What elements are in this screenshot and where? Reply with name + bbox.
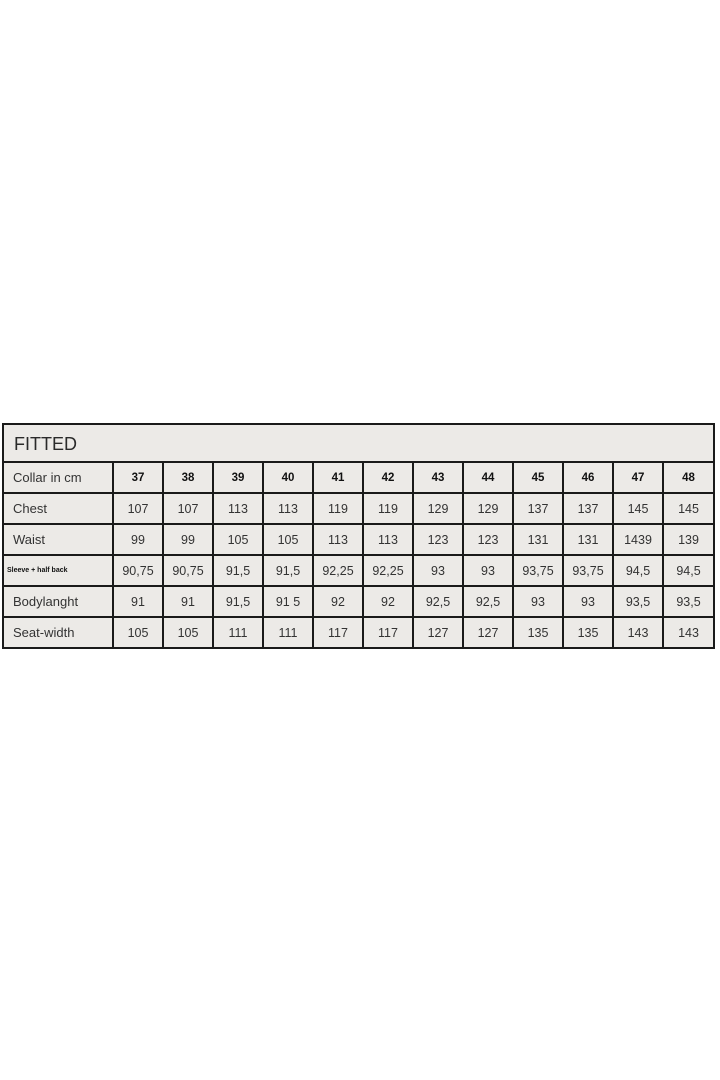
table-cell: 93 [512, 585, 564, 618]
table-cell: 139 [662, 523, 713, 556]
table-cell: 105 [112, 616, 164, 647]
table-cell: 91 [112, 585, 164, 618]
table-cell: 107 [162, 492, 214, 525]
table-cell: 135 [562, 616, 614, 647]
table-cell: 91 [162, 585, 214, 618]
table-cell: 105 [212, 523, 264, 556]
table-cell: 143 [662, 616, 713, 647]
table-cell: 41 [312, 463, 364, 494]
table-cell: 91 5 [262, 585, 314, 618]
table-cell: 129 [412, 492, 464, 525]
table-cell: 42 [362, 463, 414, 494]
row-label: Collar in cm [4, 463, 114, 494]
chart-title: FITTED [4, 425, 713, 463]
table-cell: 119 [362, 492, 414, 525]
table-cell: 45 [512, 463, 564, 494]
table-row: Chest 107 107 113 113 119 119 129 129 137 137 145 14… [4, 492, 713, 525]
table-cell: 93,75 [512, 554, 564, 587]
row-label: Chest [4, 492, 114, 525]
table-cell: 113 [262, 492, 314, 525]
table-cell: 46 [562, 463, 614, 494]
table-cell: 91,5 [212, 554, 264, 587]
table-cell: 91,5 [212, 585, 264, 618]
table-cell: 93,75 [562, 554, 614, 587]
table-cell: 113 [212, 492, 264, 525]
header-row: Collar in cm 37 38 39 40 41 42 43 44 45 46 47 48 [4, 463, 713, 494]
table-cell: 93 [462, 554, 514, 587]
table-cell: 137 [562, 492, 614, 525]
table-cell: 90,75 [112, 554, 164, 587]
table-cell: 92,5 [412, 585, 464, 618]
table-cell: 40 [262, 463, 314, 494]
table-cell: 47 [612, 463, 664, 494]
table-cell: 92 [362, 585, 414, 618]
row-label: Waist [4, 523, 114, 556]
table-cell: 90,75 [162, 554, 214, 587]
table-cell: 117 [312, 616, 364, 647]
table-cell: 143 [612, 616, 664, 647]
table-cell: 145 [662, 492, 713, 525]
table-cell: 92,25 [312, 554, 364, 587]
table-cell: 38 [162, 463, 214, 494]
table-cell: 111 [262, 616, 314, 647]
table-cell: 131 [512, 523, 564, 556]
table-cell: 131 [562, 523, 614, 556]
table-cell: 37 [112, 463, 164, 494]
table-cell: 93,5 [662, 585, 713, 618]
table-cell: 145 [612, 492, 664, 525]
row-label: Sleeve + half back [4, 554, 114, 587]
table-cell: 93 [562, 585, 614, 618]
table-row: Bodylanght 91 91 91,5 91 5 92 92 92,5 92,5 93 93 93… [4, 585, 713, 618]
table-cell: 39 [212, 463, 264, 494]
table-cell: 135 [512, 616, 564, 647]
table-cell: 94,5 [662, 554, 713, 587]
table-cell: 99 [112, 523, 164, 556]
table-cell: 137 [512, 492, 564, 525]
table-row: Seat-width 105 105 111 111 117 117 127 127 135 135… [4, 616, 713, 647]
table-cell: 43 [412, 463, 464, 494]
table-cell: 123 [412, 523, 464, 556]
table-cell: 92 [312, 585, 364, 618]
table-cell: 113 [312, 523, 364, 556]
table-cell: 93 [412, 554, 464, 587]
table-cell: 1439 [612, 523, 664, 556]
row-label: Seat-width [4, 616, 114, 647]
table-row: Waist 99 99 105 105 113 113 123 123 131 131 1439 139 [4, 523, 713, 556]
table-cell: 111 [212, 616, 264, 647]
table-cell: 99 [162, 523, 214, 556]
table-cell: 105 [162, 616, 214, 647]
table-cell: 48 [662, 463, 713, 494]
table-row: Sleeve + half back 90,75 90,75 91,5 91,5 92,2… [4, 554, 713, 587]
table-cell: 123 [462, 523, 514, 556]
table-cell: 113 [362, 523, 414, 556]
table-cell: 117 [362, 616, 414, 647]
row-label: Bodylanght [4, 585, 114, 618]
table-cell: 94,5 [612, 554, 664, 587]
table-cell: 44 [462, 463, 514, 494]
table-cell: 127 [462, 616, 514, 647]
table-cell: 127 [412, 616, 464, 647]
table-cell: 129 [462, 492, 514, 525]
table-cell: 107 [112, 492, 164, 525]
size-chart: FITTED Collar in cm 37 38 39 40 41 42 43 44 45 46 4… [2, 423, 715, 649]
table-cell: 119 [312, 492, 364, 525]
table-cell: 93,5 [612, 585, 664, 618]
size-table: Collar in cm 37 38 39 40 41 42 43 44 45 46 47 48 Ches… [4, 463, 713, 647]
table-cell: 91,5 [262, 554, 314, 587]
table-cell: 92,5 [462, 585, 514, 618]
table-cell: 105 [262, 523, 314, 556]
table-cell: 92,25 [362, 554, 414, 587]
